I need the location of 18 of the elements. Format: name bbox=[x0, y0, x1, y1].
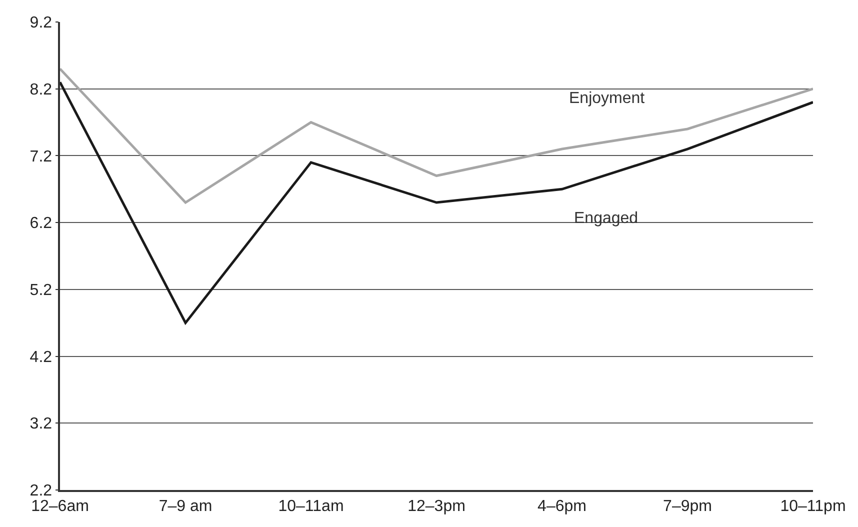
x-tick-label: 10–11pm bbox=[780, 498, 846, 515]
x-tick-label: 12–6am bbox=[31, 498, 89, 515]
x-tick-label: 12–3pm bbox=[408, 498, 466, 515]
y-tick-label: 9.2 bbox=[30, 14, 52, 32]
y-tick-label: 7.2 bbox=[30, 148, 52, 166]
y-tick-label: 3.2 bbox=[30, 416, 52, 433]
line-series bbox=[60, 68, 813, 204]
y-tick-label: 6.2 bbox=[30, 215, 52, 232]
x-tick-label: 4–6pm bbox=[538, 498, 586, 515]
y-tick-label: 2.2 bbox=[30, 482, 52, 500]
x-tick-label: 10–11am bbox=[278, 498, 344, 515]
y-tick-label: 8.2 bbox=[30, 81, 52, 98]
line-series bbox=[60, 80, 813, 324]
y-tick-label: 5.2 bbox=[30, 282, 52, 300]
x-tick-label: 7–9pm bbox=[663, 498, 712, 515]
series-label: Enjoyment bbox=[569, 90, 646, 107]
x-tick-label: 7–9 am bbox=[158, 498, 212, 515]
y-tick-label: 4.2 bbox=[30, 348, 52, 366]
